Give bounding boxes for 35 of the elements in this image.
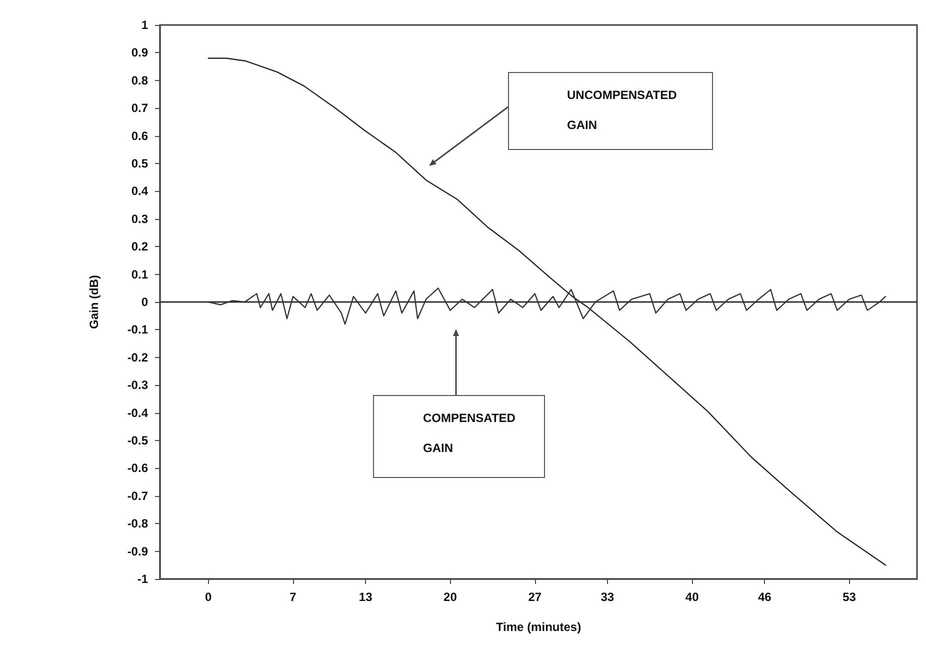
x-tick-label: 46	[758, 590, 772, 604]
text: COMPENSATED GAIN	[423, 411, 516, 455]
x-tick-label: 0	[205, 590, 212, 604]
x-tick-label: 27	[528, 590, 542, 604]
y-tick-label: 1	[141, 18, 148, 32]
y-tick-label: -0.4	[127, 406, 148, 420]
y-axis-title: Gain (dB)	[87, 275, 101, 329]
x-tick-label: 13	[358, 590, 373, 604]
y-tick-label: 0.9	[131, 46, 148, 60]
y-tick-label: -0.8	[127, 516, 148, 531]
line-series	[208, 58, 886, 566]
y-tick-label: -1	[137, 572, 148, 586]
y-tick-label: 0.6	[131, 128, 148, 143]
x-tick-label: 20	[444, 590, 458, 604]
y-tick-label: 0.3	[131, 212, 148, 226]
y-tick-label: 0.1	[131, 267, 148, 282]
x-tick-label: 40	[685, 590, 700, 604]
x-tick-label: 33	[600, 590, 614, 604]
x-tick-label: 7	[290, 590, 297, 604]
x-axis-title: Time (minutes)	[496, 620, 582, 634]
y-tick-label: -0.1	[127, 322, 148, 337]
y-tick-label: -0.5	[127, 434, 148, 448]
y-tick-label: -0.2	[127, 350, 148, 364]
y-tick-label: -0.9	[127, 544, 148, 558]
y-tick-label: 0.5	[131, 156, 148, 170]
x-tick-label: 53	[842, 590, 856, 604]
y-tick-label: -0.3	[127, 378, 148, 392]
y-tick-label: 0	[141, 295, 148, 309]
y-tick-label: -0.7	[127, 488, 148, 503]
y-tick-label: 0.2	[131, 240, 148, 254]
y-tick-label: -0.6	[127, 461, 148, 476]
text: UNCOMPENSATED GAIN	[567, 88, 677, 132]
y-tick-label: 0.8	[131, 73, 148, 88]
y-tick-label: 0.7	[131, 101, 148, 116]
y-tick-label: 0.4	[131, 184, 148, 198]
